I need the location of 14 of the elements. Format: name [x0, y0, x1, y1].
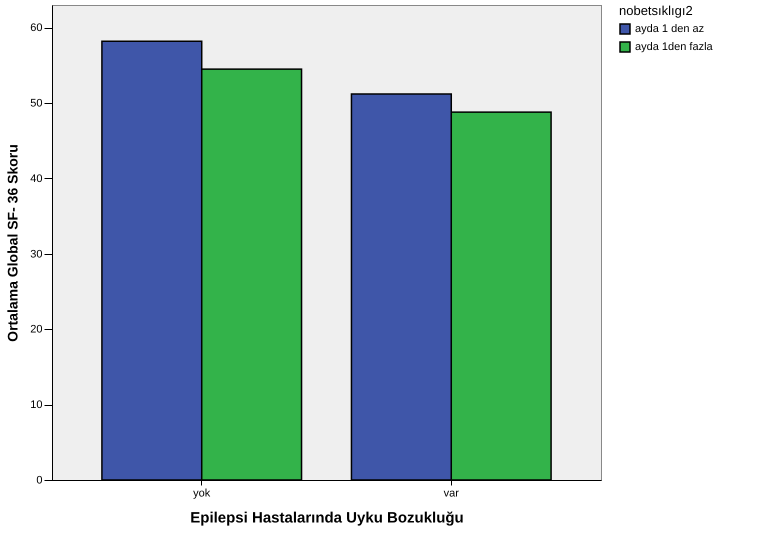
y-tick-label: 0 — [36, 474, 42, 486]
legend-label: ayda 1 den az — [635, 23, 704, 35]
y-tick-label: 30 — [30, 248, 42, 260]
y-axis-title: Ortalama Global SF- 36 Skoru — [4, 144, 20, 342]
y-tick-label: 60 — [30, 22, 42, 34]
x-tick-label: yok — [193, 488, 211, 500]
x-axis-title: Epilepsi Hastalarında Uyku Bozukluğu — [190, 510, 464, 526]
legend-title: nobetsıklıgı2 — [619, 3, 693, 18]
y-tick-label: 40 — [30, 172, 42, 185]
y-tick-label: 50 — [30, 98, 42, 110]
legend-label: ayda 1den fazla — [635, 41, 714, 53]
y-tick-label: 10 — [30, 399, 42, 412]
y-tick-label: 20 — [30, 324, 42, 336]
x-tick-label: var — [444, 488, 460, 500]
